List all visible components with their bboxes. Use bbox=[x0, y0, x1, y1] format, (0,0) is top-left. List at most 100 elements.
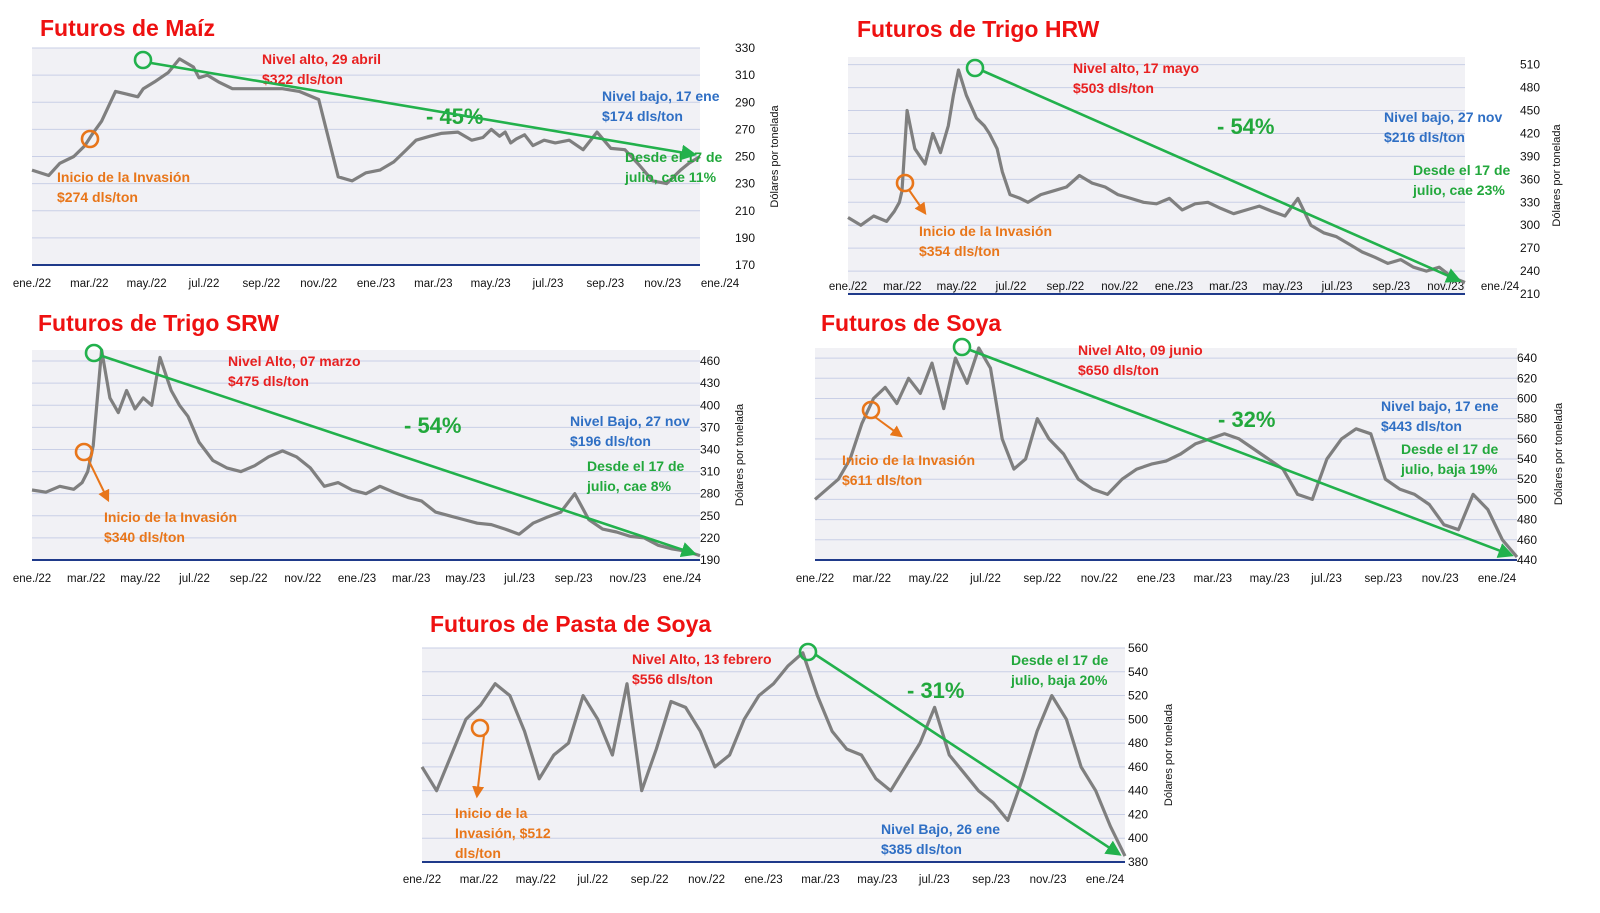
high-point-marker bbox=[84, 343, 104, 363]
y-tick-label: 170 bbox=[735, 258, 755, 272]
y-tick-label: 620 bbox=[1517, 371, 1537, 385]
x-tick-label: ene./23 bbox=[338, 573, 376, 585]
y-tick-label: 460 bbox=[700, 354, 720, 368]
low-level-value: $385 dls/ton bbox=[881, 841, 962, 857]
x-tick-label: sep./22 bbox=[1023, 573, 1061, 585]
y-tick-label: 520 bbox=[1517, 472, 1537, 486]
chart-title: Futuros de Trigo HRW bbox=[857, 16, 1100, 42]
y-tick-label: 190 bbox=[735, 231, 755, 245]
y-tick-label: 360 bbox=[1520, 172, 1540, 186]
x-tick-label: sep./22 bbox=[1046, 281, 1084, 293]
decline-percent: - 32% bbox=[1218, 407, 1275, 432]
trend-arrow bbox=[150, 61, 698, 161]
y-tick-label: 540 bbox=[1517, 452, 1537, 466]
y-axis-title: Dólares por tonelada bbox=[734, 403, 746, 506]
x-tick-label: sep./23 bbox=[972, 874, 1010, 886]
decline-percent: - 54% bbox=[404, 413, 461, 438]
price-series-line bbox=[420, 651, 1127, 857]
x-tick-label: may./23 bbox=[445, 573, 485, 585]
x-tick-label: may./22 bbox=[909, 573, 949, 585]
since-july-change: julio, baja 19% bbox=[1400, 461, 1498, 477]
high-point-marker bbox=[965, 58, 985, 78]
x-tick-label: mar./22 bbox=[70, 278, 108, 290]
y-tick-label: 520 bbox=[1128, 689, 1148, 703]
x-tick-label: ene./24 bbox=[701, 278, 740, 290]
low-level-value: $196 dls/ton bbox=[570, 433, 651, 449]
y-tick-label: 250 bbox=[700, 509, 720, 523]
y-tick-label: 300 bbox=[1520, 218, 1540, 232]
since-july-label: Desde el 17 de bbox=[1011, 652, 1108, 668]
chart-title: Futuros de Maíz bbox=[40, 15, 215, 41]
x-tick-label: ene./23 bbox=[1137, 573, 1175, 585]
y-tick-label: 270 bbox=[735, 122, 755, 136]
low-level-label: Nivel bajo, 17 ene bbox=[1381, 398, 1499, 414]
high-level-value: $475 dls/ton bbox=[228, 373, 309, 389]
x-tick-label: jul./23 bbox=[918, 874, 950, 886]
x-tick-label: nov./22 bbox=[688, 874, 725, 886]
price-series-line bbox=[847, 68, 1466, 284]
invasion-marker bbox=[470, 718, 490, 738]
x-tick-label: ene./23 bbox=[744, 874, 782, 886]
x-tick-label: mar./23 bbox=[414, 278, 452, 290]
invasion-value: $354 dls/ton bbox=[919, 243, 1000, 259]
invasion-label: Inicio de la Invasión bbox=[919, 223, 1052, 239]
plot-area bbox=[32, 350, 700, 560]
x-tick-label: jul./22 bbox=[969, 573, 1001, 585]
plot-area bbox=[815, 348, 1517, 560]
y-tick-label: 420 bbox=[1128, 807, 1148, 821]
x-tick-label: mar./22 bbox=[853, 573, 891, 585]
x-tick-label: may./22 bbox=[937, 281, 977, 293]
x-tick-label: jul./22 bbox=[178, 573, 210, 585]
y-tick-label: 580 bbox=[1517, 412, 1537, 426]
y-tick-label: 210 bbox=[1520, 287, 1540, 301]
invasion-marker bbox=[74, 442, 94, 462]
y-tick-label: 250 bbox=[735, 150, 755, 164]
y-tick-label: 310 bbox=[735, 68, 755, 82]
y-tick-label: 230 bbox=[735, 177, 755, 191]
y-tick-label: 440 bbox=[1128, 784, 1148, 798]
chart-title: Futuros de Pasta de Soya bbox=[430, 611, 711, 637]
low-level-label: Nivel bajo, 17 ene bbox=[602, 88, 720, 104]
y-tick-label: 400 bbox=[700, 398, 720, 412]
y-axis-title: Dólares por tonelada bbox=[1551, 124, 1563, 227]
invasion-label: Inicio de la Invasión bbox=[104, 509, 237, 525]
trend-arrow bbox=[101, 354, 697, 558]
x-tick-label: mar./23 bbox=[392, 573, 430, 585]
x-tick-label: ene./24 bbox=[1086, 874, 1125, 886]
trend-arrow bbox=[815, 653, 1122, 856]
since-july-label: Desde el 17 de bbox=[587, 458, 684, 474]
since-july-change: julio, cae 8% bbox=[586, 478, 672, 494]
invasion-value: $340 dls/ton bbox=[104, 529, 185, 545]
since-july-label: Desde el 17 de bbox=[1401, 441, 1498, 457]
x-tick-label: sep./23 bbox=[586, 278, 624, 290]
y-tick-label: 330 bbox=[735, 41, 755, 55]
high-level-label: Nivel Alto, 13 febrero bbox=[632, 651, 772, 667]
x-tick-label: may./23 bbox=[1250, 573, 1290, 585]
invasion-arrow bbox=[87, 458, 110, 503]
y-tick-label: 460 bbox=[1517, 533, 1537, 547]
x-tick-label: mar./22 bbox=[883, 281, 921, 293]
y-tick-label: 390 bbox=[1520, 149, 1540, 163]
low-level-value: $216 dls/ton bbox=[1384, 129, 1465, 145]
x-tick-label: jul./23 bbox=[532, 278, 564, 290]
invasion-arrow bbox=[874, 416, 903, 438]
y-tick-label: 510 bbox=[1520, 58, 1540, 72]
invasion-arrow bbox=[472, 734, 485, 799]
y-tick-label: 290 bbox=[735, 95, 755, 109]
since-july-label: Desde el 17 de bbox=[625, 149, 722, 165]
y-tick-label: 600 bbox=[1517, 391, 1537, 405]
x-tick-label: ene./23 bbox=[357, 278, 395, 290]
x-tick-label: may./22 bbox=[127, 278, 167, 290]
x-tick-label: may./22 bbox=[120, 573, 160, 585]
since-july-change: julio, cae 11% bbox=[624, 169, 717, 185]
high-level-label: Nivel Alto, 07 marzo bbox=[228, 353, 361, 369]
since-july-change: julio, cae 23% bbox=[1412, 182, 1505, 198]
high-level-label: Nivel alto, 17 mayo bbox=[1073, 60, 1199, 76]
high-point-marker bbox=[798, 642, 818, 662]
x-tick-label: ene./24 bbox=[663, 573, 702, 585]
invasion-value-unit: dls/ton bbox=[455, 845, 501, 861]
y-tick-label: 330 bbox=[1520, 195, 1540, 209]
x-tick-label: may./23 bbox=[857, 874, 897, 886]
y-tick-label: 310 bbox=[700, 465, 720, 479]
